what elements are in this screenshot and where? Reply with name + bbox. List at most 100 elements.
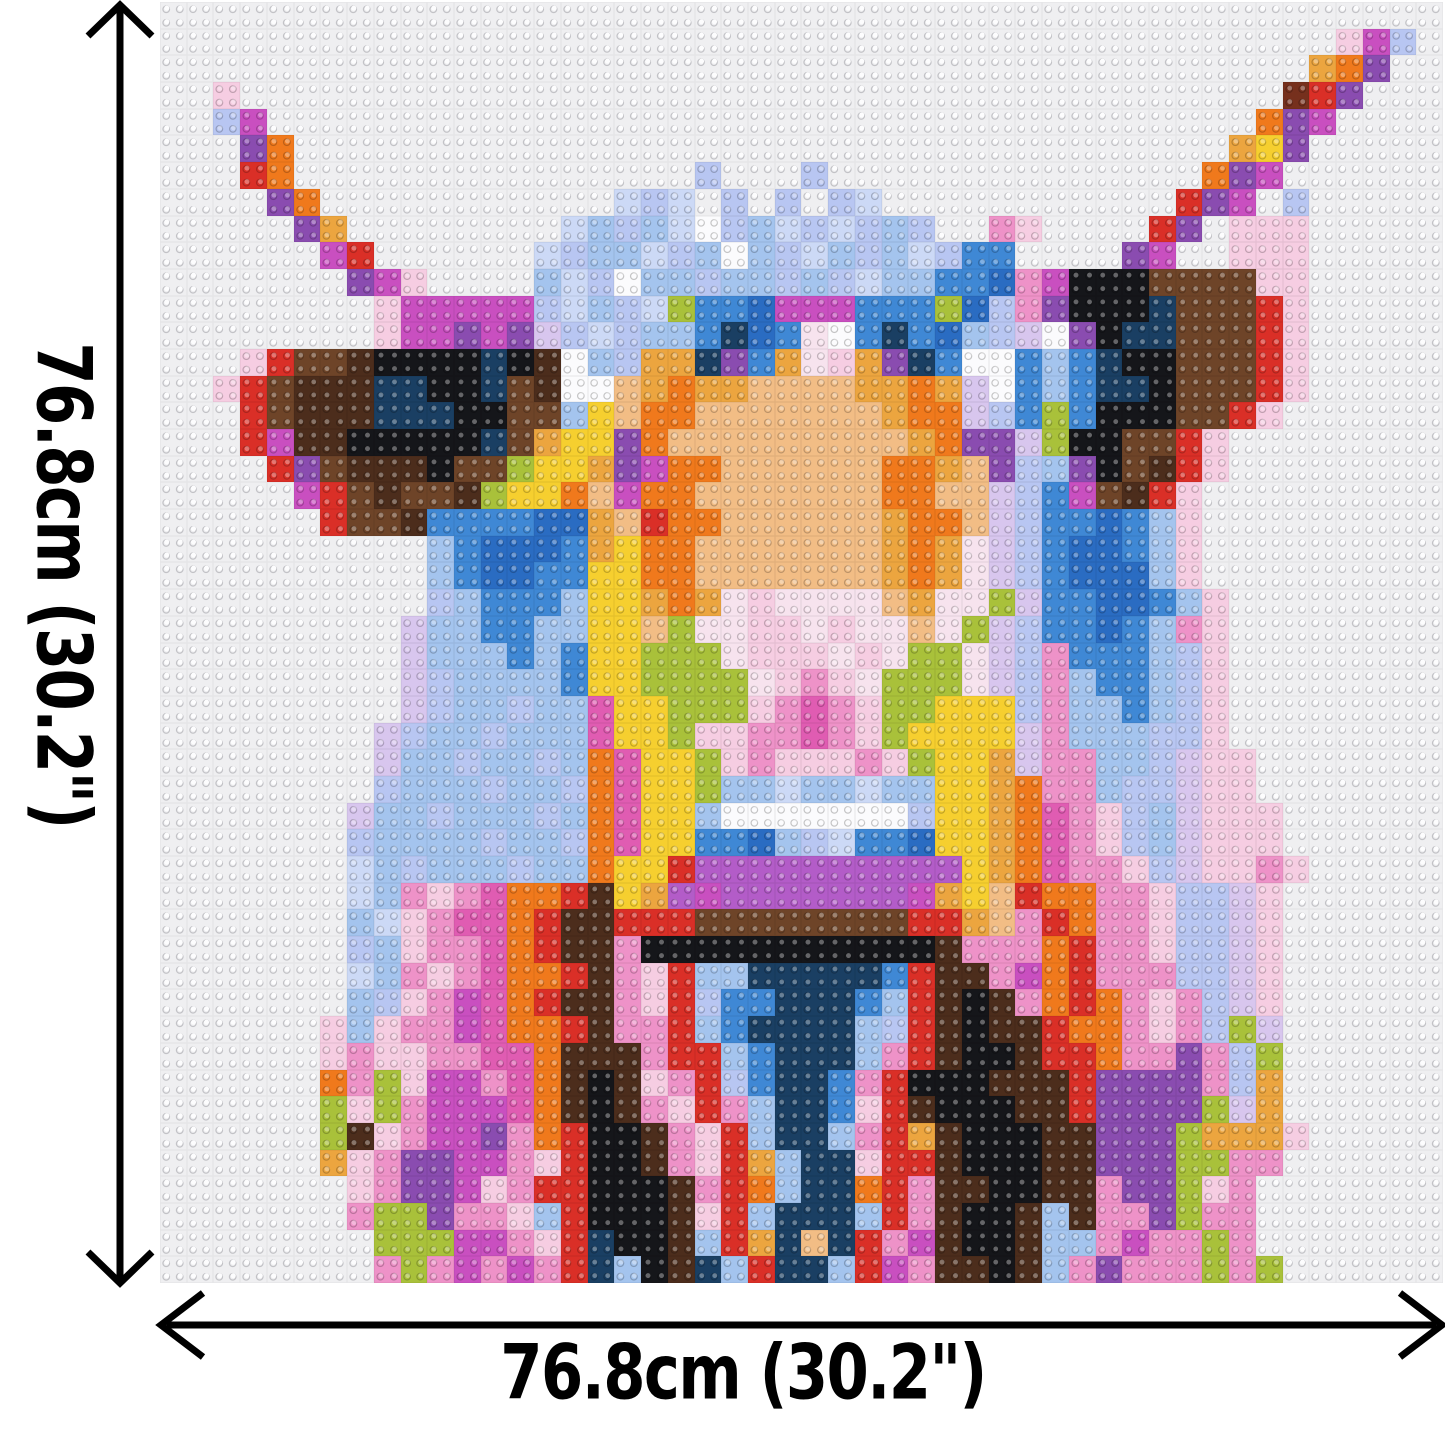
stud-cell bbox=[347, 268, 374, 296]
stud-cell bbox=[1148, 722, 1176, 750]
stud-cell bbox=[1389, 242, 1417, 269]
stud-cell bbox=[961, 749, 989, 776]
stud-cell bbox=[1255, 749, 1283, 776]
stud-cell bbox=[160, 348, 187, 376]
stud-cell bbox=[266, 1122, 294, 1150]
stud-cell bbox=[614, 402, 642, 429]
stud-cell bbox=[1255, 162, 1283, 189]
stud-cell bbox=[186, 909, 214, 937]
stud-cell bbox=[641, 1229, 668, 1257]
stud-cell bbox=[1282, 135, 1310, 163]
stud-cell bbox=[694, 989, 722, 1017]
stud-cell bbox=[534, 802, 561, 830]
stud-cell bbox=[1309, 268, 1337, 296]
stud-cell bbox=[213, 135, 241, 163]
stud-cell bbox=[1229, 829, 1256, 856]
stud-cell bbox=[774, 322, 802, 349]
stud-cell bbox=[1389, 322, 1417, 349]
stud-cell bbox=[480, 856, 508, 883]
stud-cell bbox=[1229, 322, 1256, 349]
stud-cell bbox=[347, 909, 374, 937]
stud-cell bbox=[774, 856, 802, 883]
stud-cell bbox=[480, 108, 508, 136]
stud-cell bbox=[320, 695, 348, 723]
stud-cell bbox=[935, 909, 962, 937]
stud-cell bbox=[694, 509, 722, 536]
stud-cell bbox=[1122, 429, 1149, 456]
stud-cell bbox=[560, 2, 588, 29]
stud-cell bbox=[560, 775, 588, 803]
stud-cell bbox=[1282, 989, 1310, 1017]
stud-cell bbox=[1362, 722, 1390, 750]
stud-cell bbox=[1068, 2, 1096, 29]
stud-cell bbox=[641, 162, 668, 189]
stud-cell bbox=[961, 108, 989, 136]
stud-cell bbox=[1416, 1122, 1443, 1150]
stud-cell bbox=[881, 1202, 909, 1230]
stud-cell bbox=[240, 455, 267, 483]
stud-cell bbox=[801, 1256, 829, 1283]
stud-cell bbox=[534, 775, 561, 803]
stud-cell bbox=[427, 429, 455, 456]
stud-cell bbox=[560, 429, 588, 456]
stud-cell bbox=[614, 722, 642, 750]
stud-cell bbox=[1336, 962, 1363, 990]
stud-cell bbox=[587, 882, 615, 910]
stud-cell bbox=[400, 268, 428, 296]
stud-cell bbox=[1336, 322, 1363, 349]
stud-cell bbox=[614, 1229, 642, 1257]
stud-cell bbox=[667, 1122, 695, 1150]
stud-cell bbox=[186, 188, 214, 216]
stud-cell bbox=[160, 1122, 187, 1150]
stud-cell bbox=[480, 1069, 508, 1097]
stud-cell bbox=[266, 1096, 294, 1123]
stud-cell bbox=[1175, 669, 1203, 696]
stud-cell bbox=[480, 722, 508, 750]
stud-cell bbox=[774, 1122, 802, 1150]
stud-cell bbox=[1202, 749, 1230, 776]
stud-cell bbox=[560, 55, 588, 83]
stud-cell bbox=[480, 1016, 508, 1043]
stud-cell bbox=[160, 135, 187, 163]
stud-cell bbox=[881, 482, 909, 510]
stud-cell bbox=[454, 1042, 481, 1070]
stud-cell bbox=[213, 295, 241, 323]
stud-cell bbox=[160, 215, 187, 243]
stud-cell bbox=[1015, 962, 1043, 990]
stud-cell bbox=[1416, 962, 1443, 990]
stud-cell bbox=[293, 1149, 321, 1177]
stud-cell bbox=[1148, 482, 1176, 510]
stud-cell bbox=[400, 962, 428, 990]
stud-cell bbox=[774, 669, 802, 696]
stud-cell bbox=[320, 108, 348, 136]
stud-cell bbox=[694, 642, 722, 670]
stud-cell bbox=[1015, 909, 1043, 937]
stud-cell bbox=[373, 509, 401, 536]
stud-cell bbox=[373, 402, 401, 429]
stud-cell bbox=[1122, 1096, 1149, 1123]
stud-cell bbox=[1282, 775, 1310, 803]
stud-cell bbox=[373, 936, 401, 963]
stud-cell bbox=[614, 28, 642, 56]
stud-cell bbox=[1282, 1016, 1310, 1043]
stud-cell bbox=[587, 429, 615, 456]
stud-cell bbox=[854, 962, 882, 990]
stud-cell bbox=[1068, 856, 1096, 883]
stud-cell bbox=[828, 108, 855, 136]
stud-cell bbox=[293, 1176, 321, 1203]
stud-cell bbox=[1229, 909, 1256, 937]
stud-cell bbox=[908, 2, 936, 29]
stud-cell bbox=[480, 162, 508, 189]
stud-cell bbox=[400, 589, 428, 616]
stud-cell bbox=[266, 402, 294, 429]
stud-cell bbox=[454, 2, 481, 29]
stud-cell bbox=[988, 242, 1016, 269]
stud-cell bbox=[587, 509, 615, 536]
stud-cell bbox=[1042, 28, 1069, 56]
stud-cell bbox=[1229, 1069, 1256, 1097]
stud-cell bbox=[1416, 429, 1443, 456]
stud-cell bbox=[266, 375, 294, 403]
stud-cell bbox=[347, 749, 374, 776]
stud-cell bbox=[534, 1069, 561, 1097]
